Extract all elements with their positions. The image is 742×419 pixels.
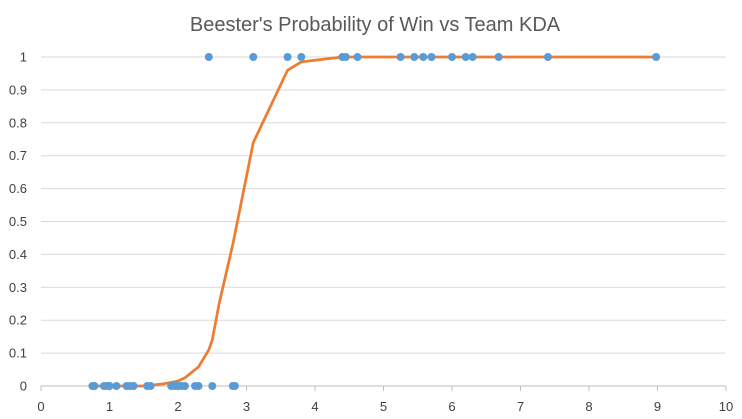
data-point [468, 53, 477, 61]
x-tick-label: 6 [448, 399, 455, 414]
fit-line [91, 55, 659, 388]
x-tick-label: 7 [517, 399, 524, 414]
data-point [448, 53, 456, 61]
data-point [427, 53, 436, 61]
y-tick-label: 0.4 [9, 247, 27, 262]
data-point [208, 382, 217, 390]
data-point [180, 382, 189, 390]
y-tick-label: 0.2 [9, 313, 27, 328]
data-point [146, 382, 155, 390]
y-tick-label: 0.5 [9, 214, 27, 229]
data-point [204, 53, 213, 61]
scatter-series [88, 53, 661, 390]
x-tick-labels: 0 1 2 3 4 5 6 7 8 9 10 [37, 399, 733, 414]
data-point [194, 382, 203, 390]
data-point [494, 53, 503, 61]
data-point [105, 382, 114, 390]
data-point [410, 53, 419, 61]
x-tick-label: 0 [37, 399, 44, 414]
data-point [652, 53, 661, 61]
data-point [353, 53, 362, 61]
y-tick-label: 0.8 [9, 115, 27, 130]
chart-title: Beester's Probability of Win vs Team KDA [190, 14, 561, 36]
x-tick-label: 1 [106, 399, 113, 414]
x-tick-label: 4 [311, 399, 318, 414]
x-tick-label: 3 [243, 399, 250, 414]
x-tick-label: 10 [719, 399, 733, 414]
x-tick-label: 8 [585, 399, 592, 414]
data-point [341, 53, 350, 61]
y-tick-label: 0.6 [9, 181, 27, 196]
data-point [249, 53, 258, 61]
fit-line-series [91, 55, 659, 388]
data-point [396, 53, 405, 61]
data-point [112, 382, 121, 390]
y-tick-label: 0.3 [9, 280, 27, 295]
data-point [461, 53, 470, 61]
data-point [419, 53, 428, 61]
y-tick-label: 0.7 [9, 148, 27, 163]
data-point [230, 382, 239, 390]
data-point [129, 382, 138, 390]
y-tick-label: 0.1 [9, 346, 27, 361]
data-point [297, 53, 306, 61]
data-point [90, 382, 99, 390]
y-tick-labels: 0 0.1 0.2 0.3 0.4 0.5 0.6 0.7 0.8 0.9 1 [9, 50, 27, 394]
x-tick-label: 2 [174, 399, 181, 414]
x-tick-label: 9 [654, 399, 661, 414]
data-point [283, 53, 292, 61]
y-tick-label: 0.9 [9, 82, 27, 97]
y-tick-label: 1 [20, 50, 27, 65]
x-tick-label: 5 [380, 399, 387, 414]
y-tick-label: 0 [20, 379, 27, 394]
gridlines [41, 56, 726, 354]
data-point [543, 53, 552, 61]
